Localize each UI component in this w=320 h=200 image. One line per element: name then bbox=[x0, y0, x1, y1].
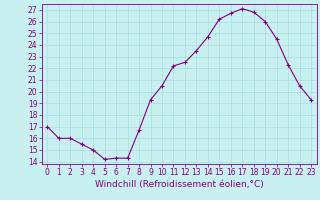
X-axis label: Windchill (Refroidissement éolien,°C): Windchill (Refroidissement éolien,°C) bbox=[95, 180, 264, 189]
